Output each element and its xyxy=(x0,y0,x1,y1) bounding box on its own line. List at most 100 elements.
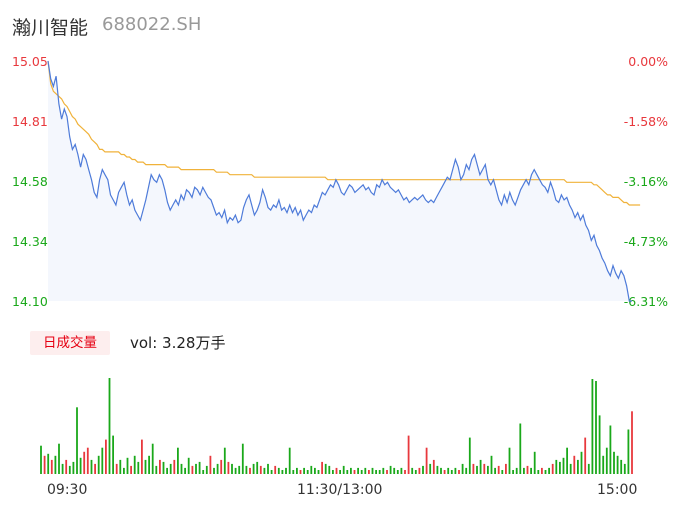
volume-bar xyxy=(274,465,277,474)
volume-bar xyxy=(505,463,507,474)
y-tick-right-1: -1.58% xyxy=(623,114,668,129)
volume-bar xyxy=(256,461,259,474)
volume-bar xyxy=(263,467,266,474)
volume-bar xyxy=(566,447,568,474)
volume-bar xyxy=(418,467,421,474)
volume-bar xyxy=(450,470,453,474)
average-price-line xyxy=(47,60,641,206)
volume-bar xyxy=(396,470,399,474)
volume-bar xyxy=(440,467,442,474)
y-tick-right-3: -4.73% xyxy=(623,234,668,249)
volume-bar xyxy=(65,459,68,474)
volume-bar xyxy=(288,447,291,474)
volume-bar xyxy=(267,463,269,474)
volume-bar xyxy=(321,461,323,474)
volume-bar xyxy=(425,447,428,474)
volume-bar xyxy=(494,467,496,474)
volume-bar xyxy=(209,455,212,474)
volume-bar xyxy=(580,451,583,474)
volume-bar xyxy=(130,465,132,474)
volume-bar xyxy=(598,415,601,474)
volume-bar xyxy=(97,455,100,474)
volume-bar xyxy=(584,437,587,474)
volume-bar xyxy=(324,463,327,474)
volume-bar xyxy=(609,425,612,474)
volume-bar xyxy=(555,459,558,474)
volume-bar xyxy=(227,461,230,474)
volume-bar xyxy=(530,467,532,474)
period-daily-volume-button[interactable]: 日成交量 xyxy=(30,331,110,355)
volume-bar xyxy=(50,459,53,474)
volume-bar xyxy=(90,459,93,474)
volume-bar xyxy=(277,467,280,474)
volume-bar xyxy=(281,470,284,474)
volume-bar xyxy=(332,470,334,474)
volume-bar xyxy=(202,470,205,474)
volume-bar xyxy=(187,457,190,474)
volume-bar xyxy=(303,467,305,474)
volume-bar xyxy=(587,463,590,474)
volume-bar xyxy=(623,463,626,474)
x-tick-0: 09:30 xyxy=(47,482,88,498)
price-line xyxy=(47,60,632,302)
volume-bar xyxy=(559,461,561,474)
volume-bar xyxy=(151,443,154,474)
volume-bar xyxy=(234,467,237,474)
volume-bar xyxy=(119,459,122,474)
y-tick-left-2: 14.58 xyxy=(12,174,48,189)
volume-bar xyxy=(133,455,136,474)
volume-bar xyxy=(602,455,605,474)
volume-bar xyxy=(252,463,255,474)
volume-bar xyxy=(472,463,475,474)
volume-bar xyxy=(108,378,111,474)
volume-bar xyxy=(299,470,302,474)
volume-bar xyxy=(595,381,597,474)
volume-bar xyxy=(184,467,186,474)
volume-bar xyxy=(83,451,86,474)
volume-bar xyxy=(238,465,241,474)
volume-bar xyxy=(126,457,129,474)
volume-bar xyxy=(40,445,42,474)
volume-bar xyxy=(43,455,46,474)
volume-bar xyxy=(432,459,435,474)
volume-bar xyxy=(339,470,341,474)
volume-bar xyxy=(508,447,511,474)
volume-bar xyxy=(148,455,150,474)
y-tick-left-3: 14.34 xyxy=(12,234,48,249)
volume-bar xyxy=(544,470,547,474)
volume-bar xyxy=(537,470,540,474)
volume-bar xyxy=(180,463,183,474)
volume-bar xyxy=(476,465,478,474)
volume-bar xyxy=(245,465,248,474)
volume-readout: vol: 3.28万手 xyxy=(130,334,226,352)
volume-bar xyxy=(94,463,96,474)
volume-bar xyxy=(360,470,363,474)
y-tick-left-0: 15.05 xyxy=(12,54,48,69)
volume-bar xyxy=(231,463,233,474)
volume-bar xyxy=(436,465,439,474)
volume-bar xyxy=(223,447,226,474)
volume-bar xyxy=(241,443,244,474)
volume-bar xyxy=(490,455,493,474)
volume-bar xyxy=(115,463,118,474)
volume-bar xyxy=(375,470,377,474)
volume-bar xyxy=(144,459,147,474)
volume-bar xyxy=(548,467,550,474)
volume-bar xyxy=(314,467,316,474)
volume-bar xyxy=(220,459,223,474)
volume-bar xyxy=(159,459,161,474)
volume-bar xyxy=(605,447,608,474)
volume-bar xyxy=(465,467,468,474)
volume-bar xyxy=(285,467,287,474)
volume-bar xyxy=(577,459,579,474)
volume-bar xyxy=(386,470,388,474)
volume-bar xyxy=(198,461,201,474)
volume-bar xyxy=(177,447,179,474)
volume-bar xyxy=(454,467,457,474)
stock-name: 瀚川智能 xyxy=(12,17,89,39)
volume-bar xyxy=(191,465,194,474)
volume-bar xyxy=(515,467,518,474)
volume-bar xyxy=(296,467,298,474)
volume-bar xyxy=(205,465,208,474)
y-tick-left-4: 14.10 xyxy=(12,294,48,309)
